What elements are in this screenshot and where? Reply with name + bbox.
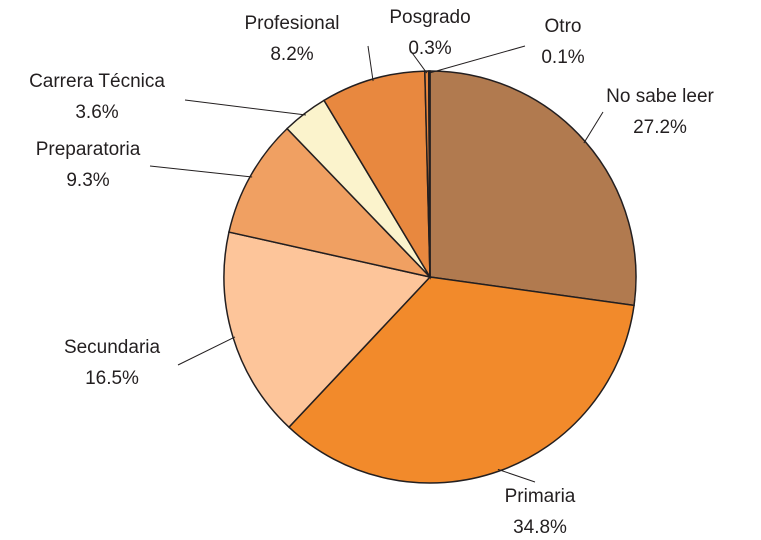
slice xyxy=(228,127,433,279)
slice-label: Posgrado xyxy=(389,7,470,28)
slice-label: Primaria xyxy=(505,486,576,507)
leader-line xyxy=(177,336,236,366)
slice-value-label: 0.1% xyxy=(541,47,584,68)
slice xyxy=(429,70,637,307)
slice-value-label: 3.6% xyxy=(75,102,118,123)
slice xyxy=(427,70,431,278)
slice-value-label: 34.8% xyxy=(513,517,567,538)
slice-label: Preparatoria xyxy=(36,139,141,160)
slice xyxy=(287,276,635,484)
slice-label: Otro xyxy=(545,16,582,37)
leader-line xyxy=(409,49,428,74)
slice-label: Secundaria xyxy=(64,337,161,358)
slice-value-label: 9.3% xyxy=(66,170,109,191)
leader-line xyxy=(367,45,374,82)
leader-line xyxy=(497,468,536,483)
slice-label: No sabe leer xyxy=(606,86,714,107)
slice-label: Carrera Técnica xyxy=(29,71,165,92)
slice-label: Profesional xyxy=(244,13,339,34)
slice-value-label: 8.2% xyxy=(270,44,313,65)
leader-line xyxy=(184,99,307,116)
slice-value-label: 27.2% xyxy=(633,117,687,138)
leader-line xyxy=(429,45,526,74)
slice-value-label: 0.3% xyxy=(408,38,451,59)
leader-line xyxy=(583,111,604,144)
slice-value-label: 16.5% xyxy=(85,368,139,389)
leader-line xyxy=(149,165,253,178)
